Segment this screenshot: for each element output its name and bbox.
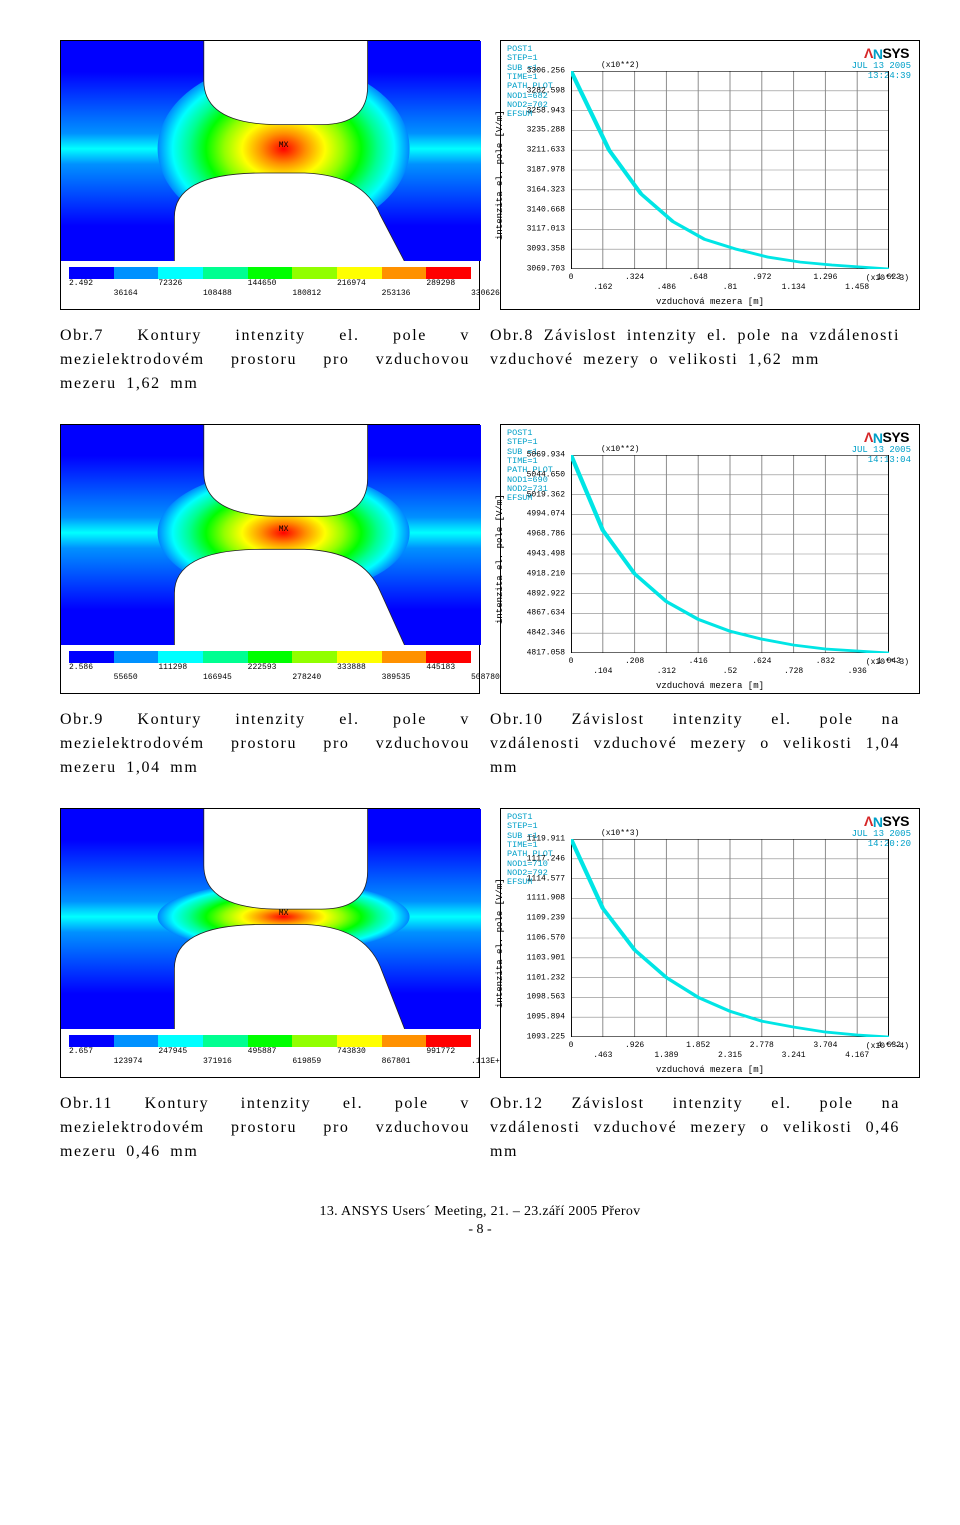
lineplot-area: [571, 839, 889, 1037]
contour-legend-ticks: 2.49272326144650216974289298361641084881…: [69, 279, 471, 301]
figure-caption-right: Obr.8 Závislost intenzity el. pole na vz…: [490, 324, 900, 396]
contour-panel: ΛNSYS NODAL SOLUTION STEP=1 SUB =1 TIME=…: [60, 424, 480, 694]
contour-legend: 2.58611129822259333388844518355650166945…: [69, 651, 471, 685]
lineplot-panel: ΛNSYS POST1 STEP=1 SUB =1 TIME=1 PATH PL…: [500, 808, 920, 1078]
contour-panel: ΛNSYS NODAL SOLUTION STEP=1 SUB =1 TIME=…: [60, 40, 480, 310]
ansys-logo: ΛNSYS: [864, 813, 909, 829]
lineplot-area: [571, 71, 889, 269]
y-axis-ticks: 1119.9111117.2461114.5771111.9081109.239…: [507, 839, 567, 1037]
figure-row: ΛNSYS NODAL SOLUTION STEP=1 SUB =1 TIME=…: [60, 424, 900, 694]
lineplot-figure: ΛNSYS POST1 STEP=1 SUB =1 TIME=1 PATH PL…: [500, 424, 920, 694]
x-axis-label: vzduchová mezera [m]: [501, 681, 919, 691]
contour-figure: ΛNSYS NODAL SOLUTION STEP=1 SUB =1 TIME=…: [60, 424, 480, 694]
contour-legend-strip: [69, 1035, 471, 1047]
caption-row: Obr.11 Kontury intenzity el. pole v mezi…: [60, 1092, 900, 1164]
page-number: - 8 -: [60, 1222, 900, 1238]
svg-text:MX: MX: [279, 909, 289, 918]
svg-text:MX: MX: [279, 141, 289, 150]
contour-plot: MX: [61, 809, 481, 1029]
contour-figure: ΛNSYS NODAL SOLUTION STEP=1 SUB =1 TIME=…: [60, 808, 480, 1078]
y-multiplier: (x10**3): [601, 829, 639, 838]
caption-row: Obr.7 Kontury intenzity el. pole v mezie…: [60, 324, 900, 396]
page-footer: 13. ANSYS Users´ Meeting, 21. – 23.září …: [60, 1204, 900, 1220]
contour-plot: MX: [61, 425, 481, 645]
contour-legend-strip: [69, 651, 471, 663]
contour-panel: ΛNSYS NODAL SOLUTION STEP=1 SUB =1 TIME=…: [60, 808, 480, 1078]
figure-caption-right: Obr.12 Závislost intenzity el. pole na v…: [490, 1092, 900, 1164]
x-axis-label: vzduchová mezera [m]: [501, 1065, 919, 1075]
x-axis-ticks: 0.463.9261.3891.8522.3152.7783.2413.7044…: [571, 1041, 889, 1061]
figure-caption-right: Obr.10 Závislost intenzity el. pole na v…: [490, 708, 900, 780]
x-axis-ticks: 0.104.208.312.416.52.624.728.832.9361.04…: [571, 657, 889, 677]
lineplot-panel: ΛNSYS POST1 STEP=1 SUB =1 TIME=1 PATH PL…: [500, 40, 920, 310]
figure-caption-left: Obr.7 Kontury intenzity el. pole v mezie…: [60, 324, 470, 396]
contour-legend-ticks: 2.58611129822259333388844518355650166945…: [69, 663, 471, 685]
contour-legend-strip: [69, 267, 471, 279]
contour-legend: 2.65724794549588774383099177212397437191…: [69, 1035, 471, 1069]
y-axis-ticks: 5069.9345044.6505019.3624994.0744968.786…: [507, 455, 567, 653]
y-axis-ticks: 3306.2563282.5983258.9433235.2883211.633…: [507, 71, 567, 269]
svg-text:MX: MX: [279, 525, 289, 534]
ansys-logo: ΛNSYS: [864, 45, 909, 61]
x-axis-ticks: 0.162.324.486.648.81.9721.1341.2961.4581…: [571, 273, 889, 293]
lineplot-figure: ΛNSYS POST1 STEP=1 SUB =1 TIME=1 PATH PL…: [500, 40, 920, 310]
contour-legend: 2.49272326144650216974289298361641084881…: [69, 267, 471, 301]
figure-caption-left: Obr.11 Kontury intenzity el. pole v mezi…: [60, 1092, 470, 1164]
contour-figure: ΛNSYS NODAL SOLUTION STEP=1 SUB =1 TIME=…: [60, 40, 480, 310]
lineplot-panel: ΛNSYS POST1 STEP=1 SUB =1 TIME=1 PATH PL…: [500, 424, 920, 694]
caption-row: Obr.9 Kontury intenzity el. pole v mezie…: [60, 708, 900, 780]
ansys-logo: ΛNSYS: [864, 429, 909, 445]
y-multiplier: (x10**2): [601, 445, 639, 454]
figure-row: ΛNSYS NODAL SOLUTION STEP=1 SUB =1 TIME=…: [60, 40, 900, 310]
contour-legend-ticks: 2.65724794549588774383099177212397437191…: [69, 1047, 471, 1069]
lineplot-area: [571, 455, 889, 653]
figure-caption-left: Obr.9 Kontury intenzity el. pole v mezie…: [60, 708, 470, 780]
lineplot-figure: ΛNSYS POST1 STEP=1 SUB =1 TIME=1 PATH PL…: [500, 808, 920, 1078]
y-multiplier: (x10**2): [601, 61, 639, 70]
figure-row: ΛNSYS NODAL SOLUTION STEP=1 SUB =1 TIME=…: [60, 808, 900, 1078]
x-axis-label: vzduchová mezera [m]: [501, 297, 919, 307]
contour-plot: MX: [61, 41, 481, 261]
